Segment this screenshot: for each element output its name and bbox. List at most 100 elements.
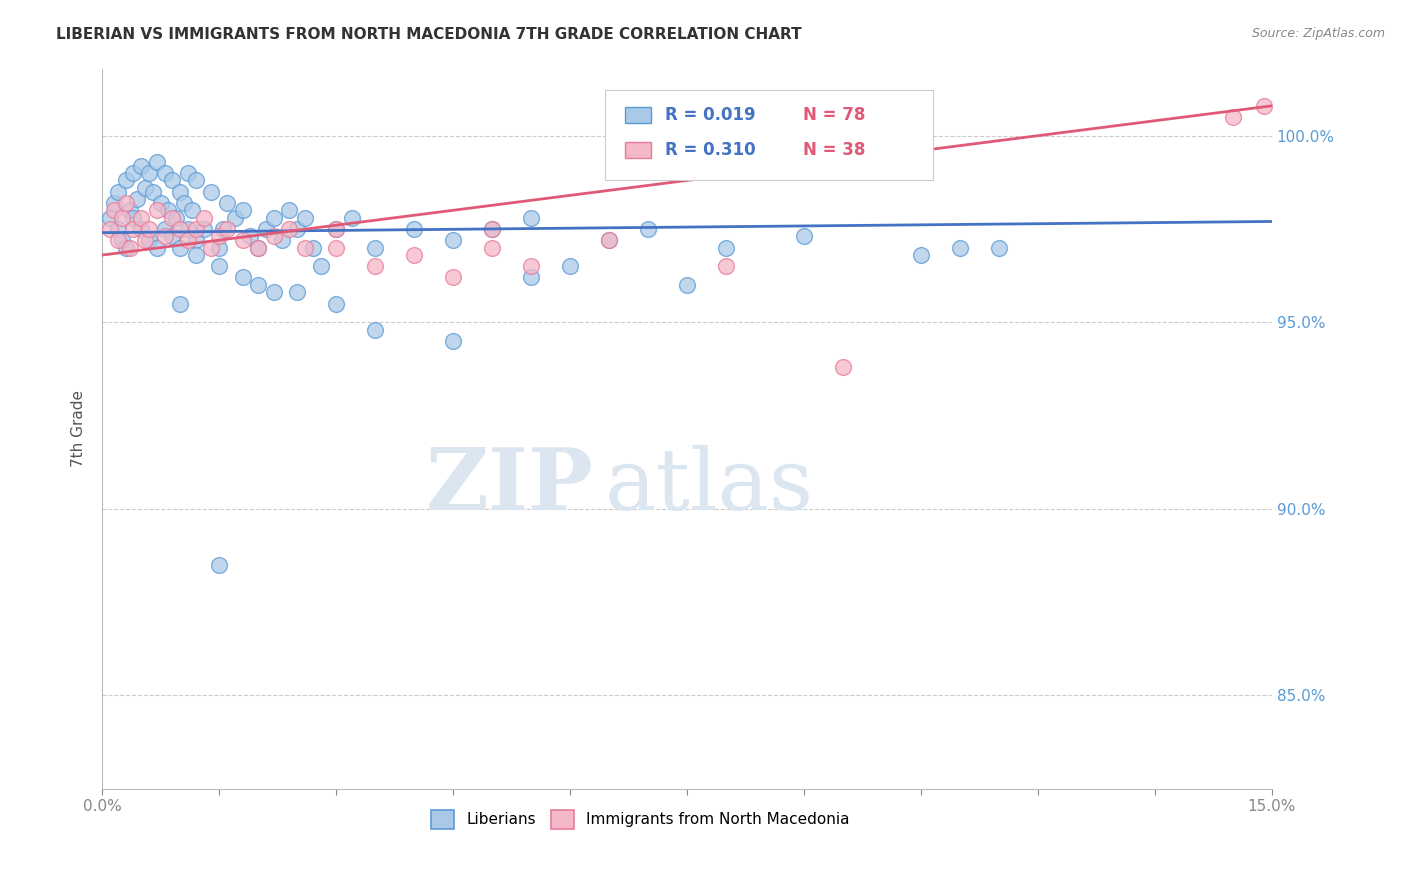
Point [146, 203, 169, 218]
Point [247, 277, 270, 292]
Point [107, 233, 129, 247]
Point [364, 259, 387, 273]
Point [270, 233, 292, 247]
Y-axis label: 7th Grade: 7th Grade [72, 390, 86, 467]
FancyBboxPatch shape [626, 107, 651, 123]
Point [309, 259, 332, 273]
Point [129, 159, 152, 173]
Point [364, 241, 387, 255]
Point [285, 222, 308, 236]
Point [146, 241, 169, 255]
Point [949, 241, 972, 255]
Point [134, 181, 156, 195]
Point [441, 233, 464, 247]
Point [263, 211, 285, 225]
Point [193, 211, 215, 225]
Point [153, 166, 176, 180]
Point [294, 211, 316, 225]
Point [153, 222, 176, 236]
Point [165, 211, 187, 225]
Point [103, 195, 125, 210]
Point [138, 166, 160, 180]
Text: atlas: atlas [605, 444, 814, 528]
Point [114, 241, 136, 255]
Point [169, 185, 191, 199]
Point [129, 211, 152, 225]
Point [98, 222, 121, 236]
Point [169, 296, 191, 310]
Point [122, 211, 145, 225]
Point [177, 166, 200, 180]
Point [520, 270, 543, 285]
Point [107, 222, 129, 236]
Point [122, 222, 145, 236]
Point [111, 211, 134, 225]
Point [184, 233, 207, 247]
Point [114, 195, 136, 210]
Point [208, 558, 231, 572]
Legend: Liberians, Immigrants from North Macedonia: Liberians, Immigrants from North Macedon… [425, 804, 856, 835]
Point [127, 192, 149, 206]
Point [184, 173, 207, 187]
Point [340, 211, 363, 225]
Point [184, 248, 207, 262]
Point [212, 222, 235, 236]
Point [598, 233, 620, 247]
Point [114, 173, 136, 187]
Point [208, 259, 231, 273]
Point [325, 241, 347, 255]
Point [107, 185, 129, 199]
Point [169, 222, 191, 236]
Text: N = 78: N = 78 [803, 106, 865, 124]
Point [103, 203, 125, 218]
FancyBboxPatch shape [626, 142, 651, 158]
Point [364, 323, 387, 337]
FancyBboxPatch shape [605, 90, 932, 180]
Point [910, 248, 932, 262]
Text: R = 0.310: R = 0.310 [665, 141, 755, 159]
Point [404, 248, 426, 262]
Point [111, 233, 134, 247]
Point [278, 203, 301, 218]
Point [193, 222, 215, 236]
Point [637, 222, 659, 236]
Text: Source: ZipAtlas.com: Source: ZipAtlas.com [1251, 27, 1385, 40]
Point [278, 222, 301, 236]
Point [520, 259, 543, 273]
Point [180, 203, 202, 218]
Point [232, 233, 254, 247]
Point [441, 334, 464, 348]
Point [481, 241, 503, 255]
Point [598, 233, 620, 247]
Point [208, 241, 231, 255]
Point [177, 222, 200, 236]
Point [232, 270, 254, 285]
Point [200, 185, 222, 199]
Point [263, 285, 285, 300]
Point [263, 229, 285, 244]
Point [157, 203, 180, 218]
Point [138, 233, 160, 247]
Point [149, 195, 172, 210]
Point [325, 222, 347, 236]
Point [481, 222, 503, 236]
Point [247, 241, 270, 255]
Point [1222, 110, 1244, 124]
Point [832, 359, 855, 374]
Point [404, 222, 426, 236]
Point [177, 233, 200, 247]
Point [146, 154, 169, 169]
Point [793, 229, 815, 244]
Point [200, 241, 222, 255]
Point [294, 241, 316, 255]
Point [676, 277, 699, 292]
Point [169, 241, 191, 255]
Point [215, 222, 238, 236]
Text: ZIP: ZIP [426, 444, 593, 528]
Text: R = 0.019: R = 0.019 [665, 106, 755, 124]
Text: LIBERIAN VS IMMIGRANTS FROM NORTH MACEDONIA 7TH GRADE CORRELATION CHART: LIBERIAN VS IMMIGRANTS FROM NORTH MACEDO… [56, 27, 801, 42]
Point [122, 166, 145, 180]
Point [173, 195, 195, 210]
Text: N = 38: N = 38 [803, 141, 865, 159]
Point [988, 241, 1011, 255]
